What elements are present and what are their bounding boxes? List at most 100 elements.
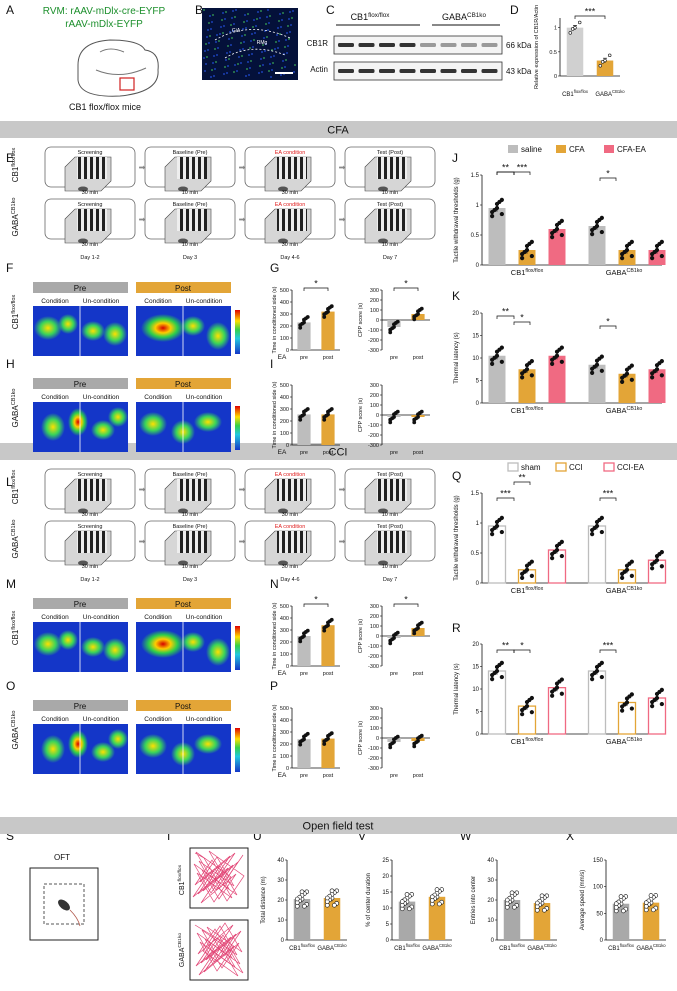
stripe-wall — [277, 157, 307, 179]
band — [358, 43, 375, 47]
data-point — [399, 899, 405, 904]
data-point — [618, 894, 624, 899]
cell-dot — [277, 27, 279, 29]
stage-title: Test (Post) — [377, 150, 403, 156]
cell-dot — [255, 25, 257, 27]
cell-dot — [214, 68, 216, 70]
y-tick-label: 25 — [382, 858, 389, 864]
data-point — [524, 563, 530, 568]
cell-dot — [242, 48, 244, 50]
sig-bracket — [599, 649, 617, 653]
y-tick-label: -300 — [368, 348, 379, 354]
heat-spot — [34, 632, 62, 656]
y-axis-label: CPP score (s) — [358, 303, 364, 337]
heat-spot — [41, 735, 65, 763]
arrow-icon: ➡ — [139, 163, 146, 172]
band — [420, 43, 436, 47]
data-point — [650, 256, 655, 261]
chart-g-r: -300 -200 -100 0 100 200 300 CPP score (s) pre po… — [358, 288, 430, 361]
data-point — [412, 741, 417, 746]
legend-cci-swatch — [507, 462, 519, 472]
chart-p-r: -300 -200 -100 0 100 200 300 CPP score (s) pre po… — [358, 706, 430, 779]
y-tick-label: 400 — [280, 616, 289, 622]
mouse-icon — [278, 186, 288, 192]
stage-day: Day 4-6 — [280, 255, 299, 261]
heat-spot — [141, 630, 185, 658]
cell-dot — [270, 56, 272, 58]
stage-title: EA condition — [275, 150, 306, 156]
legend-cfa-swatch — [508, 145, 518, 153]
data-point — [659, 701, 664, 707]
y-tick-label: -100 — [368, 423, 379, 429]
stage-duration: 30 min — [282, 242, 299, 248]
chart-x: 0 50 100 150 Average speed (mm/s) — [580, 858, 666, 944]
data-point — [326, 409, 330, 414]
chart-j: 0 0.5 1 1.5 Tactile withdrawal thresholds (g… — [454, 173, 666, 269]
data-point — [659, 564, 664, 569]
pre-header — [33, 282, 128, 293]
stage-title: Screening — [78, 524, 103, 530]
pre-title: Pre — [74, 380, 87, 389]
heat-spot — [91, 420, 115, 440]
stripe-wall — [177, 157, 207, 179]
legend-cci-entry: CCI — [569, 463, 583, 472]
data-point — [650, 562, 655, 567]
y-tick-label: 500 — [280, 288, 289, 294]
cell-dot — [252, 46, 254, 48]
sig-marker: *** — [603, 641, 614, 651]
data-point — [599, 229, 604, 235]
cell-dot — [243, 21, 245, 23]
sig-bracket — [513, 481, 531, 485]
stage-day: Day 7 — [383, 255, 397, 261]
cell-dot — [216, 34, 218, 36]
data-point — [599, 674, 604, 680]
stage-title: Screening — [78, 472, 103, 478]
pre-header — [33, 700, 128, 711]
cell-dot — [273, 55, 275, 57]
data-point — [559, 232, 564, 238]
pre-header — [33, 598, 128, 609]
y-tick-label: 1.5 — [471, 173, 480, 179]
cell-dot — [223, 73, 225, 75]
cell-dot — [210, 76, 212, 78]
cell-dot — [288, 18, 290, 20]
cell-dot — [251, 33, 253, 35]
arrow-icon: ➡ — [339, 163, 346, 172]
data-point — [524, 699, 530, 705]
data-point — [302, 903, 307, 909]
data-point — [650, 371, 655, 376]
data-point — [416, 309, 420, 314]
band — [440, 69, 457, 73]
heat-spot — [139, 412, 167, 436]
cell-dot — [251, 53, 253, 55]
y-axis-label: Tactile withdrawal thresholds (g) — [454, 177, 460, 262]
data-point — [494, 664, 500, 670]
stage-title: Screening — [78, 202, 103, 208]
y-axis-label: Tactile withdrawal thresholds (g) — [454, 495, 460, 580]
arrow-icon: ➡ — [339, 537, 346, 546]
band-actin-size: 43 kDa — [506, 67, 532, 76]
cell-dot — [217, 47, 219, 49]
uncondition-label: Un-condition — [83, 614, 120, 621]
stage-title: Screening — [78, 150, 103, 156]
x-tick-label: pre — [390, 355, 398, 361]
uncondition-label: Un-condition — [83, 716, 120, 723]
data-point — [322, 626, 327, 630]
y-tick-label: -200 — [368, 654, 379, 660]
sig-marker: * — [520, 313, 524, 323]
data-point — [388, 417, 393, 422]
cell-dot — [267, 9, 269, 11]
cell-dot — [210, 28, 212, 30]
condition-label: Condition — [41, 614, 69, 621]
cell-dot — [276, 34, 278, 36]
cell-dot — [222, 32, 224, 34]
data-point — [434, 887, 440, 892]
data-point — [650, 375, 655, 380]
sig-marker: *** — [517, 163, 528, 173]
data-point — [600, 60, 605, 64]
y-axis-label: Time in conditioned side (s) — [272, 602, 278, 669]
x-tick-label: post — [323, 773, 334, 779]
data-point — [294, 896, 300, 902]
heat-spot — [108, 729, 128, 749]
y-tick-label: 0.5 — [471, 233, 480, 239]
